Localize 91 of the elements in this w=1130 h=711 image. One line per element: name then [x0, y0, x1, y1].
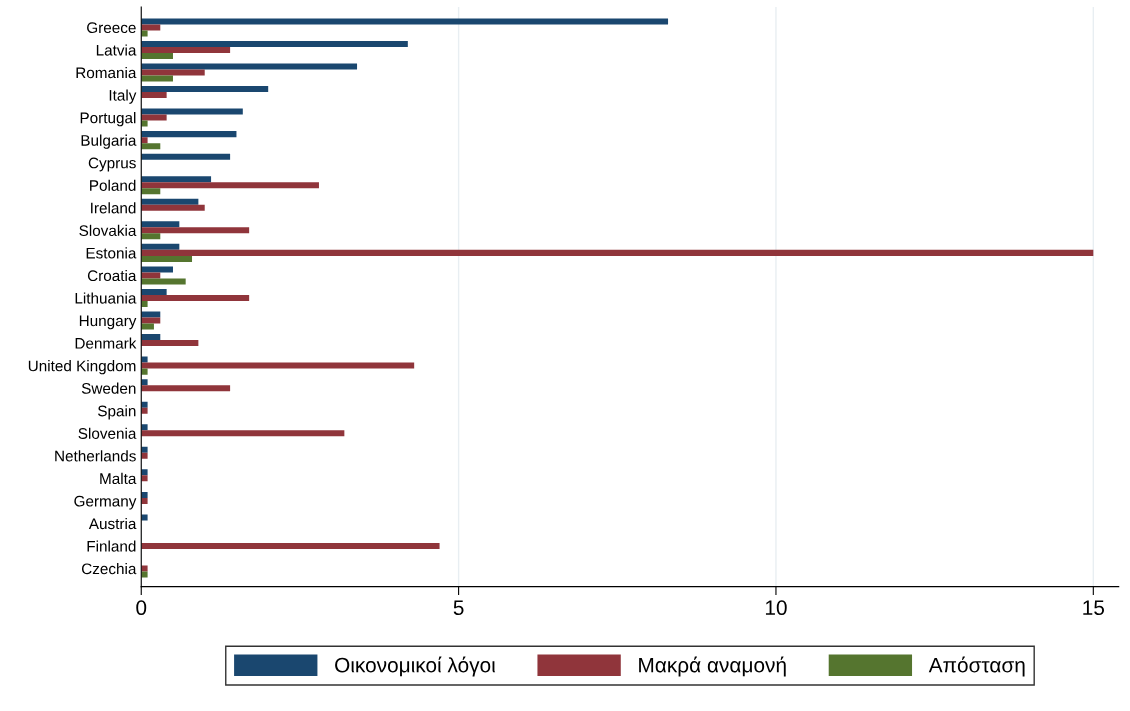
legend-label: Απόσταση — [928, 656, 1025, 677]
bar — [141, 300, 148, 307]
y-tick-label: Cyprus — [88, 157, 136, 172]
bar — [141, 131, 237, 138]
y-tick-label: Croatia — [87, 269, 137, 282]
bar — [141, 475, 148, 482]
bar — [141, 114, 167, 121]
bar — [141, 407, 148, 414]
bar — [141, 317, 161, 324]
bar — [141, 233, 161, 240]
bar — [141, 278, 186, 285]
bar — [141, 288, 167, 295]
y-tick-label: Greece — [87, 22, 136, 34]
bar — [141, 311, 161, 318]
bar — [141, 469, 148, 476]
x-tick-label: 5 — [453, 600, 464, 616]
bar — [141, 30, 148, 37]
y-tick-label: Slovenia — [78, 427, 137, 439]
bar — [141, 401, 148, 408]
y-tick-label: Sweden — [81, 382, 136, 394]
bar — [141, 446, 148, 453]
bar — [141, 75, 173, 82]
bar — [141, 255, 193, 262]
bar — [141, 272, 161, 279]
bar — [141, 46, 231, 53]
bar — [141, 385, 231, 392]
bar — [141, 227, 250, 234]
y-tick-label: Estonia — [86, 247, 137, 259]
bar — [141, 565, 148, 572]
y-tick-label: Finland — [87, 540, 136, 552]
bar — [141, 188, 161, 195]
bar — [141, 571, 148, 578]
y-tick-label: Poland — [90, 179, 136, 191]
bar — [141, 542, 440, 549]
bar — [141, 182, 319, 189]
bar — [141, 86, 269, 93]
bar — [141, 204, 205, 211]
bar — [141, 424, 148, 431]
y-tick-label: Hungary — [79, 315, 137, 330]
y-tick-label: Czechia — [81, 563, 137, 575]
x-tick-label: 10 — [765, 600, 787, 616]
bar — [141, 452, 148, 459]
bar — [141, 221, 180, 228]
bar — [141, 514, 148, 521]
bar — [141, 137, 148, 144]
bar — [141, 40, 408, 47]
legend-label: Μακρά αναμονή — [639, 656, 786, 677]
bar — [141, 176, 212, 183]
legend-label: Οικονομικοί λόγοι — [335, 656, 496, 677]
bar — [141, 356, 148, 363]
bar — [141, 362, 415, 369]
bar — [141, 491, 148, 498]
bar — [141, 52, 173, 59]
y-tick-label: Lithuania — [75, 292, 137, 304]
bar — [141, 24, 161, 31]
y-tick-label: Austria — [88, 517, 137, 530]
y-tick-label: Italy — [109, 89, 137, 104]
bar — [141, 430, 345, 437]
x-tick-label: 0 — [136, 600, 147, 616]
bar — [141, 294, 250, 301]
bar — [141, 120, 148, 127]
bar — [141, 108, 243, 115]
bar — [141, 143, 161, 150]
bar — [141, 63, 358, 70]
y-tick-label: Romania — [76, 66, 137, 79]
bar — [141, 497, 148, 504]
y-tick-label: Malta — [100, 472, 137, 485]
y-tick-label: Denmark — [75, 337, 137, 349]
bar — [141, 266, 173, 273]
bar — [141, 334, 161, 341]
bar — [141, 18, 669, 25]
y-tick-label: Latvia — [96, 44, 137, 56]
x-tick-label: 15 — [1083, 600, 1105, 616]
bar — [141, 379, 148, 386]
y-tick-label: Slovakia — [79, 224, 137, 237]
bar — [141, 69, 205, 76]
y-tick-label: Bulgaria — [81, 134, 137, 149]
y-tick-label: Portugal — [80, 112, 136, 127]
y-tick-label: United Kingdom — [28, 360, 136, 375]
y-tick-label: Germany — [74, 495, 137, 510]
bar — [141, 340, 199, 347]
bar — [141, 92, 167, 99]
y-tick-label: Netherlands — [55, 450, 136, 462]
bar — [141, 198, 199, 205]
bar — [141, 153, 231, 160]
bar — [141, 368, 148, 375]
bar — [141, 323, 154, 330]
y-tick-label: Spain — [98, 405, 136, 420]
y-tick-label: Ireland — [91, 202, 136, 214]
bar — [141, 243, 180, 250]
bar — [141, 249, 1094, 256]
